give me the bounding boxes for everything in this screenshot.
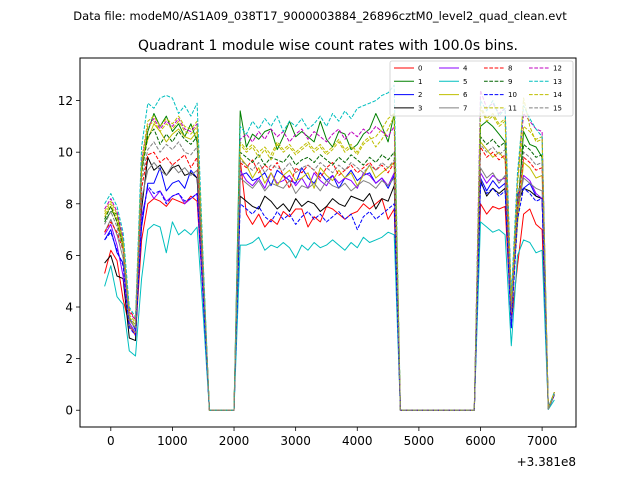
ticks-layer: 0 1000 2000 3000 4000 5000 6000 7000 0 2 4 6 8 10 12 xyxy=(58,94,558,448)
y-tick-label: 12 xyxy=(58,94,73,108)
legend-label-7: 7 xyxy=(463,104,467,112)
legend-label-0: 0 xyxy=(418,65,422,73)
legend-label-10: 10 xyxy=(508,91,517,99)
x-tick-label: 0 xyxy=(107,434,115,448)
x-offset-label: +3.381e8 xyxy=(517,455,576,469)
legend-label-12: 12 xyxy=(553,65,562,73)
series-line-15 xyxy=(104,141,555,411)
legend-frame xyxy=(389,60,574,117)
x-tick-label: 7000 xyxy=(527,434,558,448)
axes-background xyxy=(80,58,576,427)
x-tick-label: 1000 xyxy=(157,434,188,448)
legend-label-8: 8 xyxy=(508,65,512,73)
y-tick-label: 6 xyxy=(65,249,73,263)
figure-suptitle: Data file: modeM0/AS1A09_038T17_90000038… xyxy=(73,9,567,23)
x-tick-label: 3000 xyxy=(280,434,311,448)
legend-label-2: 2 xyxy=(418,91,422,99)
x-tick-label: 2000 xyxy=(219,434,250,448)
y-tick-label: 0 xyxy=(65,404,73,418)
legend-label-11: 11 xyxy=(508,104,517,112)
series-layer xyxy=(104,84,555,411)
x-tick-label: 5000 xyxy=(404,434,435,448)
series-line-14 xyxy=(104,97,555,411)
y-tick-label: 8 xyxy=(65,197,73,211)
legend-label-6: 6 xyxy=(463,91,468,99)
legend-label-13: 13 xyxy=(553,78,562,86)
y-tick-label: 10 xyxy=(58,146,73,160)
legend-label-14: 14 xyxy=(553,91,562,99)
axes-frame xyxy=(79,57,577,428)
y-tick-label: 2 xyxy=(65,352,73,366)
x-tick-label: 6000 xyxy=(465,434,496,448)
legend-label-5: 5 xyxy=(463,78,467,86)
legend-label-3: 3 xyxy=(418,104,422,112)
y-tick-label: 4 xyxy=(65,301,73,315)
chart-title: Quadrant 1 module wise count rates with … xyxy=(138,38,518,54)
series-line-12 xyxy=(104,89,555,411)
legend-label-9: 9 xyxy=(508,78,512,86)
legend-label-4: 4 xyxy=(463,65,468,73)
legend-label-1: 1 xyxy=(418,78,422,86)
legend-label-15: 15 xyxy=(553,104,562,112)
series-line-5 xyxy=(104,221,555,411)
x-tick-label: 4000 xyxy=(342,434,373,448)
